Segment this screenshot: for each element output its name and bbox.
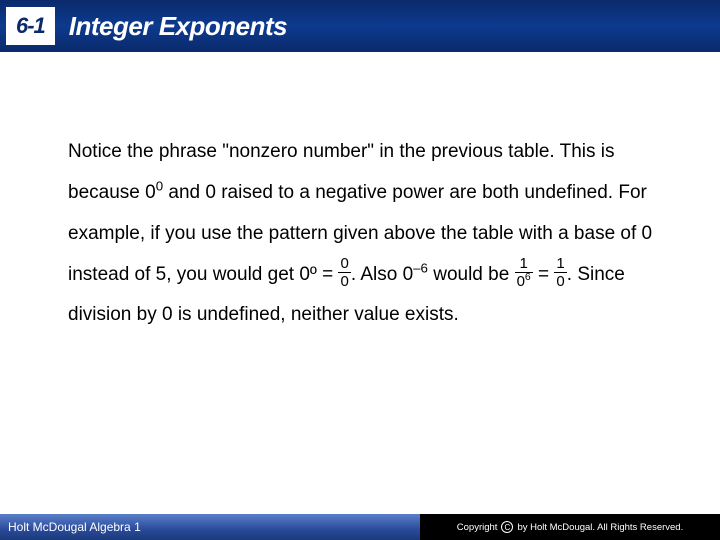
body-paragraph: Notice the phrase "nonzero number" in th… <box>68 132 660 336</box>
slide-footer: Holt McDougal Algebra 1 Copyright C by H… <box>0 514 720 540</box>
exponent-neg-6: –6 <box>413 260 428 275</box>
fraction-denominator: 06 <box>515 273 533 289</box>
footer-right: Copyright C by Holt McDougal. All Rights… <box>420 514 720 540</box>
copyright-label: Copyright <box>457 522 498 533</box>
fraction-denominator: 0 <box>554 273 566 289</box>
section-number: 6-1 <box>16 13 45 38</box>
fraction-0-over-0: 00 <box>338 256 350 289</box>
fraction-1-over-0: 10 <box>554 256 566 289</box>
text-run: would be <box>428 264 515 285</box>
footer-left: Holt McDougal Algebra 1 <box>0 514 420 540</box>
copyright-icon: C <box>501 521 513 533</box>
section-number-box: 6-1 <box>6 7 55 45</box>
fraction-numerator: 0 <box>338 256 350 273</box>
textbook-title: Holt McDougal Algebra 1 <box>8 520 141 534</box>
exponent-6: 6 <box>525 271 531 283</box>
text-run: . Also 0 <box>351 264 413 285</box>
section-title: Integer Exponents <box>69 11 287 42</box>
text-run: = <box>533 264 555 285</box>
exponent-zero: 0 <box>156 179 163 194</box>
slide-body: Notice the phrase "nonzero number" in th… <box>0 52 720 336</box>
copyright-text: by Holt McDougal. All Rights Reserved. <box>517 522 683 533</box>
fraction-numerator: 1 <box>554 256 566 273</box>
slide-header: 6-1 Integer Exponents <box>0 0 720 52</box>
fraction-denominator: 0 <box>338 273 350 289</box>
fraction-1-over-0-6: 106 <box>515 256 533 289</box>
